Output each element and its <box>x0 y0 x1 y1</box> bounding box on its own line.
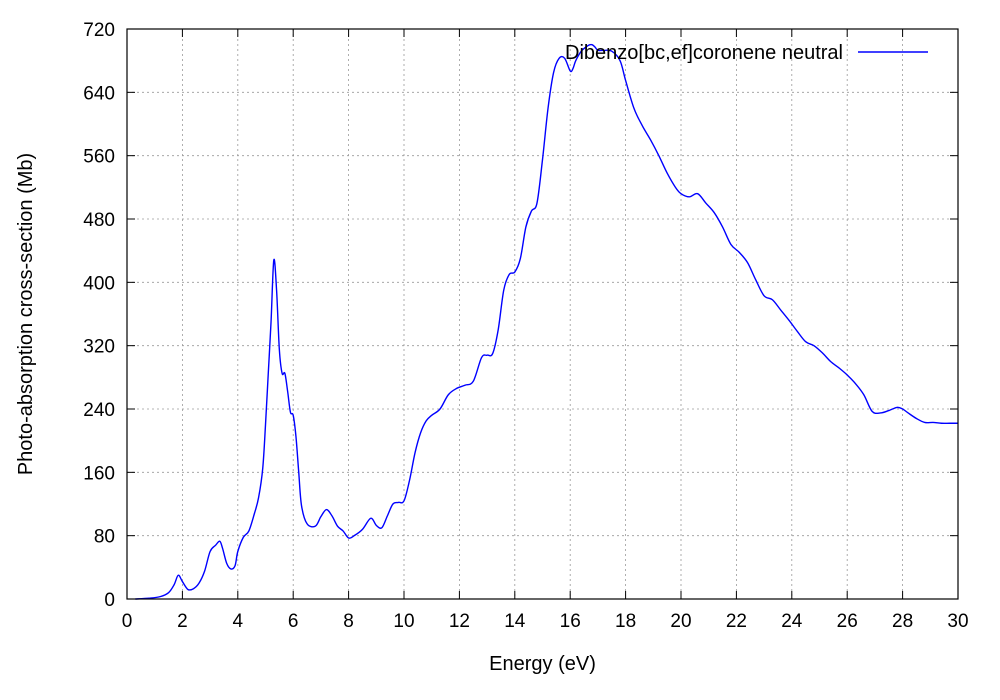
x-tick-label: 28 <box>892 611 913 632</box>
y-tick-label: 400 <box>83 273 115 294</box>
y-axis-label: Photo-absorption cross-section (Mb) <box>15 153 37 475</box>
x-tick-label: 16 <box>560 611 581 632</box>
plot-frame <box>126 28 959 600</box>
x-tick-label: 20 <box>670 611 691 632</box>
y-tick-label: 560 <box>83 147 115 168</box>
x-tick-label: 0 <box>122 611 133 632</box>
series-layer <box>135 43 958 600</box>
x-axis-label: Energy (eV) <box>489 653 596 675</box>
axis-ticks: 0 2 4 6 8 10 12 14 16 18 20 22 24 26 28 300801602403204… <box>83 20 968 632</box>
x-tick-label: 2 <box>177 611 188 632</box>
legend: Dibenzo[bc,ef]coronene neutral <box>565 42 928 64</box>
x-tick-label: 24 <box>781 611 803 632</box>
y-tick-label: 480 <box>83 210 115 231</box>
y-tick-label: 0 <box>104 590 115 611</box>
x-tick-label: 12 <box>449 611 470 632</box>
y-tick-label: 640 <box>83 83 115 104</box>
x-tick-label: 18 <box>615 611 636 632</box>
y-tick-label: 160 <box>83 463 115 484</box>
y-tick-label: 240 <box>83 400 115 421</box>
series-line <box>135 43 958 600</box>
x-tick-label: 26 <box>837 611 858 632</box>
x-tick-label: 6 <box>288 611 299 632</box>
x-tick-label: 22 <box>726 611 747 632</box>
x-tick-label: 8 <box>343 611 354 632</box>
y-tick-label: 720 <box>83 20 115 41</box>
y-tick-label: 320 <box>83 337 115 358</box>
y-tick-label: 80 <box>94 527 115 548</box>
x-tick-label: 14 <box>504 611 526 632</box>
x-tick-label: 10 <box>393 611 414 632</box>
x-tick-label: 4 <box>233 611 244 632</box>
x-tick-label: 30 <box>947 611 968 632</box>
legend-entry-label: Dibenzo[bc,ef]coronene neutral <box>565 42 843 64</box>
